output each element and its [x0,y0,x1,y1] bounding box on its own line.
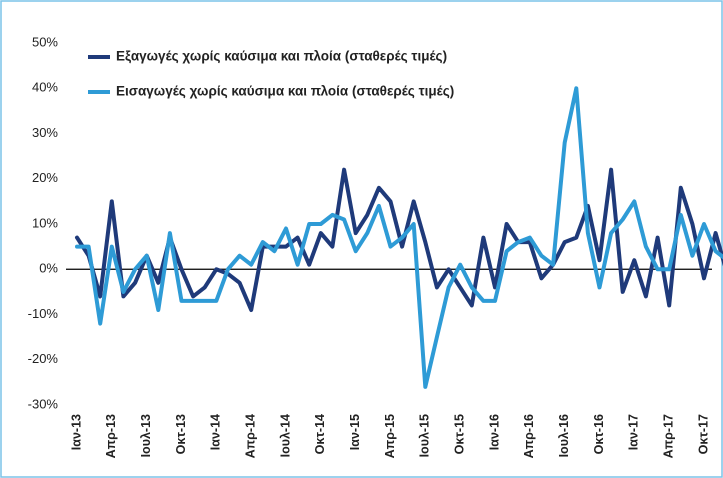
x-tick-label: Ιαν-15 [348,414,362,450]
x-tick-label: Απρ-15 [383,414,397,458]
x-tick-label: Ιαν-14 [209,414,223,450]
x-tick-label: Ιουλ-16 [557,414,571,457]
series-line [75,167,723,312]
y-tick-label: 30% [32,125,58,140]
x-tick-label: Απρ-17 [661,414,675,458]
y-tick-label: 0% [39,261,58,276]
x-tick-label: Ιουλ-13 [139,414,153,457]
x-tick-label: Ιουλ-15 [418,414,432,457]
x-tick-label: Οκτ-16 [592,414,606,454]
x-tick-label: Οκτ-17 [696,414,710,454]
y-tick-label: 10% [32,215,58,230]
y-tick-label: 40% [32,80,58,95]
y-tick-label: 50% [32,34,58,49]
x-tick-label: Ιουλ-14 [278,414,292,457]
y-tick-label: 20% [32,170,58,185]
legend-label: Εξαγωγές χωρίς καύσιμα και πλοία (σταθερ… [116,49,447,64]
x-tick-label: Απρ-16 [522,414,536,458]
y-tick-label: -30% [28,396,59,411]
x-tick-label: Οκτ-14 [313,414,327,454]
series-line [75,86,723,389]
legend-label: Εισαγωγές χωρίς καύσιμα και πλοία (σταθε… [116,84,454,99]
x-tick-label: Ιαν-16 [487,414,501,450]
x-tick-label: Οκτ-13 [174,414,188,454]
x-tick-label: Οκτ-15 [452,414,466,454]
x-tick-label: Ιαν-13 [69,414,83,450]
x-tick-label: Ιαν-17 [627,414,641,450]
y-tick-label: -10% [28,306,59,321]
x-tick-label: Απρ-13 [104,414,118,458]
x-tick-label: Απρ-14 [243,414,257,458]
y-tick-label: -20% [28,351,59,366]
